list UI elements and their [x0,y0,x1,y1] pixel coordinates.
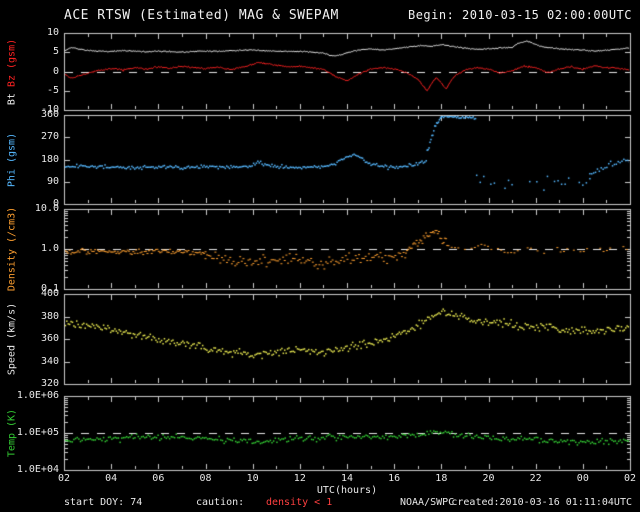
y-tick-label: 0 [52,65,59,77]
x-tick-label: 02 [623,473,637,484]
y-tick-label: -5 [46,84,59,96]
y-tick-label: 0.1 [40,283,59,294]
y-tick-label: 380 [40,310,59,322]
y-axis-title: Phi (gsm) [6,132,18,187]
y-tick-label: 320 [40,378,59,389]
x-tick-label: 14 [340,473,354,484]
start-doy-label: start DOY: 74 [64,497,143,508]
caution-label: caution: [196,497,245,508]
y-tick-label: 1.0 [40,243,59,254]
y-tick-label: 1.0E+04 [16,464,59,475]
begin-timestamp: Begin: 2010-03-15 02:00:00UTC [407,8,632,22]
y-tick-label: 0 [52,198,59,209]
y-tick-label: 1.0E+05 [16,427,59,438]
y-tick-label: 180 [40,153,59,165]
x-tick-label: 16 [388,473,401,484]
x-tick-label: 08 [199,473,212,484]
y-tick-label: 360 [40,109,59,120]
x-axis-title: UTC(hours) [316,485,378,496]
x-tick-label: 22 [529,473,542,484]
y-axis-title: Temp (K) [6,408,18,458]
y-tick-label: 5 [52,46,59,58]
x-tick-label: 12 [293,473,306,484]
x-tick-label: 20 [482,473,495,484]
chart-title: ACE RTSW (Estimated) MAG & SWEPAM [64,8,339,23]
caution-value: density < 1 [266,497,333,508]
y-tick-label: 360 [40,333,59,344]
y-tick-label: 90 [46,175,59,187]
y-tick-label: 10 [46,27,59,38]
y-tick-label: -10 [40,104,59,115]
x-tick-label: 02 [57,473,71,484]
y-axis-title: Speed (km/s) [6,302,18,376]
y-axis-title: Bt Bz (gsm) [6,38,18,105]
x-tick-label: 00 [576,473,589,484]
y-tick-label: 340 [40,355,59,367]
agency-label: NOAA/SWPC [400,497,455,508]
x-tick-label: 10 [246,473,259,484]
x-tick-label: 18 [435,473,448,484]
x-tick-label: 06 [152,473,165,484]
created-timestamp: created:2010-03-16 01:11:04UTC [451,497,632,508]
y-tick-label: 10.0 [34,203,59,214]
y-tick-label: 400 [40,288,59,299]
y-tick-label: 1.0E+06 [16,390,59,401]
x-tick-label: 04 [105,473,118,484]
y-axis-title: Density (/cm3) [6,206,18,292]
y-tick-label: 270 [40,131,59,143]
